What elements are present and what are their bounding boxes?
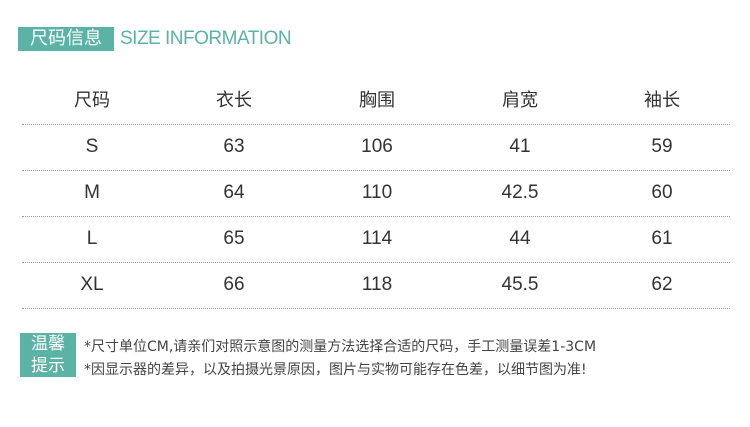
table-row: M 64 110 42.5 60 (22, 170, 730, 217)
table-cell: 42.5 (501, 182, 539, 203)
tips-label-line1: 温馨 (31, 334, 65, 354)
column-header: 胸围 (359, 90, 395, 111)
table-cell: 118 (361, 274, 393, 295)
column-header: 袖长 (644, 90, 680, 111)
table-cell: 44 (509, 228, 531, 249)
column-header: 衣长 (216, 90, 252, 111)
table-header-row: 尺码 衣长 胸围 肩宽 袖长 (22, 78, 730, 125)
table-cell: 62 (651, 274, 673, 295)
table-cell: XL (80, 274, 104, 295)
table-row: XL 66 118 45.5 62 (22, 262, 730, 309)
table-row: S 63 106 41 59 (22, 124, 730, 171)
table-cell: 45.5 (501, 274, 539, 295)
section-title-en: SIZE INFORMATION (120, 28, 292, 49)
tips-label-line2: 提示 (31, 356, 65, 376)
table-cell: 59 (651, 136, 673, 157)
note-line: *尺寸单位CM,请亲们对照示意图的测量方法选择合适的尺码，手工测量误差1-3CM (84, 339, 597, 355)
tips-label: 温馨 提示 (20, 333, 76, 377)
table-cell: L (86, 228, 98, 249)
table-cell: 60 (651, 182, 673, 203)
table-cell: 114 (361, 228, 393, 249)
column-header: 尺码 (74, 90, 110, 111)
column-header: 肩宽 (502, 90, 538, 111)
table-cell: 110 (361, 182, 393, 203)
table-cell: M (84, 182, 100, 203)
table-cell: 64 (223, 182, 245, 203)
note-line: *因显示器的差异，以及拍摄光景原因，图片与实物可能存在色差，以细节图为准! (84, 362, 587, 378)
table-cell: 65 (223, 228, 245, 249)
table-cell: 63 (223, 136, 245, 157)
table-cell: S (85, 136, 99, 157)
table-cell: 66 (223, 274, 245, 295)
table-cell: 41 (509, 136, 531, 157)
table-cell: 61 (651, 228, 673, 249)
table-cell: 106 (361, 136, 393, 157)
table-row: L 65 114 44 61 (22, 216, 730, 263)
section-title-zh: 尺码信息 (18, 27, 114, 51)
